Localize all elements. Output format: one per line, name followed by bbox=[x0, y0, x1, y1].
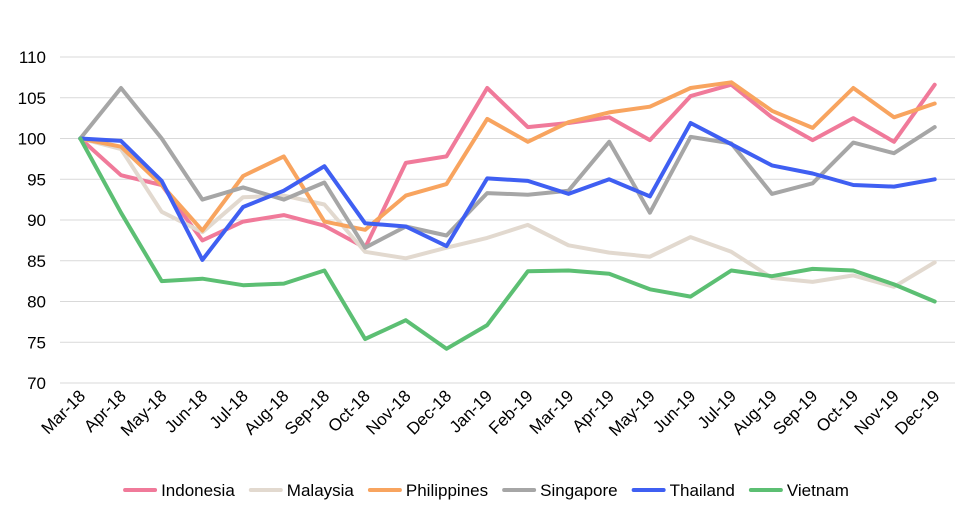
legend-label: Singapore bbox=[540, 481, 618, 500]
legend: Indonesia Malaysia Philippines Singapore Tha… bbox=[123, 481, 849, 500]
x-tick-label: Sep-19 bbox=[769, 386, 821, 438]
x-axis-tick-labels: Mar-18Apr-18May-18Jun-18Jul-18Aug-18Sep-… bbox=[38, 386, 944, 440]
series-line-malaysia bbox=[78, 136, 937, 289]
y-tick-label: 110 bbox=[19, 48, 46, 67]
y-tick-label: 105 bbox=[18, 89, 46, 108]
x-tick-label: Jun-19 bbox=[649, 386, 699, 436]
legend-item-indonesia: Indonesia bbox=[123, 481, 235, 500]
series-line-philippines bbox=[78, 80, 937, 233]
x-tick-label: Nov-19 bbox=[851, 386, 903, 438]
y-tick-label: 90 bbox=[27, 211, 46, 230]
legend-label: Vietnam bbox=[787, 481, 849, 500]
y-tick-label: 75 bbox=[27, 333, 46, 352]
legend-label: Malaysia bbox=[287, 481, 355, 500]
y-tick-label: 80 bbox=[27, 293, 46, 312]
series-line-thailand bbox=[78, 121, 937, 262]
x-tick-label: Aug-19 bbox=[729, 386, 781, 438]
y-tick-label: 100 bbox=[18, 130, 46, 149]
x-tick-label: Dec-19 bbox=[891, 386, 943, 438]
legend-item-philippines: Philippines bbox=[367, 481, 488, 500]
series-line-vietnam bbox=[78, 136, 937, 351]
y-tick-label: 85 bbox=[27, 252, 46, 271]
y-tick-label: 70 bbox=[27, 374, 46, 393]
x-tick-label: Aug-18 bbox=[240, 386, 292, 438]
x-tick-label: Mar-19 bbox=[526, 386, 578, 438]
legend-label: Philippines bbox=[406, 481, 488, 500]
y-axis-tick-labels: 70 75 80 85 90 95 100 105 110 bbox=[18, 48, 46, 393]
legend-item-thailand: Thailand bbox=[631, 481, 735, 500]
x-tick-label: Jun-18 bbox=[161, 386, 211, 436]
legend-item-malaysia: Malaysia bbox=[248, 481, 355, 500]
x-tick-label: Mar-18 bbox=[38, 386, 90, 438]
series-line-singapore bbox=[78, 86, 937, 250]
x-tick-label: May-19 bbox=[605, 386, 659, 440]
x-tick-label: Nov-18 bbox=[362, 386, 414, 438]
x-tick-label: Feb-19 bbox=[485, 386, 537, 438]
legend-label: Thailand bbox=[670, 481, 735, 500]
legend-item-singapore: Singapore bbox=[502, 481, 618, 500]
legend-label: Indonesia bbox=[161, 481, 235, 500]
x-tick-label: Sep-18 bbox=[281, 386, 333, 438]
legend-item-vietnam: Vietnam bbox=[748, 481, 849, 500]
y-tick-label: 95 bbox=[27, 170, 46, 189]
series-lines bbox=[78, 80, 937, 351]
x-tick-label: Dec-18 bbox=[403, 386, 455, 438]
x-tick-label: May-18 bbox=[117, 386, 171, 440]
